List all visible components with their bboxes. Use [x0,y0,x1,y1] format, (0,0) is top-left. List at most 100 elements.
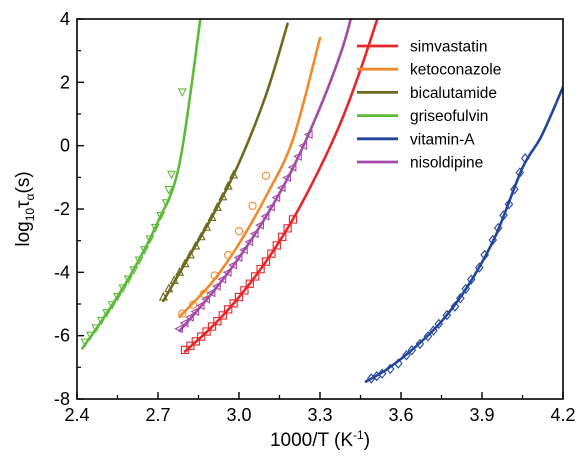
legend-label: bicalutamide [410,85,497,102]
series-nisoldipine [174,19,353,334]
data-point [239,245,248,255]
data-point [450,301,460,312]
series-line [178,36,322,318]
legend-label: simvastatin [410,39,488,56]
data-point [207,322,217,331]
series-griseofulvin [80,19,202,350]
data-point [272,241,281,250]
data-point [402,350,411,361]
y-tick-label: -2 [54,199,70,219]
legend-item: simvastatin [357,39,488,56]
data-point [80,338,90,348]
data-point [190,307,200,317]
data-point [134,256,144,266]
data-point [461,283,471,294]
data-point [255,220,265,230]
y-tick-label: -6 [54,326,70,346]
series-ketoconazole [178,36,322,318]
x-axis: 2.4 2.7 3.0 3.3 3.6 3.9 4.2 [64,392,576,425]
data-point [180,258,190,268]
data-point [224,250,233,260]
data-point [102,309,112,318]
data-point [261,171,271,180]
legend-label: griseofulvin [410,108,488,125]
data-point [480,249,490,261]
data-point [150,223,160,233]
data-point [287,162,297,172]
data-point [245,279,254,288]
data-point [256,265,265,274]
x-tick-label: 4.2 [550,405,575,425]
data-point [466,274,476,285]
data-point [423,331,433,342]
data-point [278,232,287,242]
legend-label: vitamin-A [410,131,475,148]
legend-label: ketoconazole [410,62,501,79]
y-tick-label: -4 [54,262,70,282]
data-point [213,316,222,326]
data-point [175,266,185,276]
series-line [81,19,202,350]
data-point [520,153,530,164]
data-point [456,293,465,304]
legend-item: ketoconazole [357,62,501,79]
data-point [493,222,503,234]
series-vitamin-A [364,85,563,384]
data-point [185,249,195,259]
series-line [183,19,379,353]
data-point [112,292,123,302]
data-point [118,284,128,294]
legend-item: griseofulvin [357,108,488,125]
data-point [288,215,298,224]
legend-item: vitamin-A [357,131,475,148]
series-line [162,22,289,303]
data-point [191,240,201,250]
data-point [123,275,133,285]
data-point [224,305,233,314]
plot-area [80,19,563,384]
data-point [223,180,233,190]
data-point [276,183,286,193]
y-tick-label: 0 [60,136,70,156]
data-point [283,224,292,233]
y-axis: -8 -6 -4 -2 0 2 4 [54,9,84,409]
data-point [139,246,150,255]
data-point [510,184,519,195]
data-point [202,222,212,231]
data-point [415,338,425,350]
data-point [169,275,179,284]
data-point [377,368,387,379]
data-point [233,252,243,262]
data-point [177,88,187,98]
data-point [145,235,155,245]
data-point [179,318,189,328]
data-point [195,301,205,311]
data-point [212,202,222,211]
data-point [504,199,514,210]
data-point [303,130,313,140]
data-point [210,271,219,280]
x-tick-label: 3.9 [469,405,494,425]
data-point [266,202,275,212]
data-point [499,210,508,221]
data-point [191,337,200,346]
data-point [229,169,239,179]
data-point [185,312,194,322]
data-point [234,227,244,236]
data-point [197,332,206,341]
data-point [164,283,174,293]
data-point [282,173,292,183]
x-axis-title: 1000/T (K-1) [270,428,370,451]
data-point [267,249,276,258]
data-point [261,257,271,266]
data-point [240,286,249,295]
data-point [91,324,101,334]
x-tick-label: 2.7 [145,405,170,425]
data-point [129,266,139,276]
data-point [442,309,452,321]
data-point [298,141,308,151]
data-point [429,325,438,336]
data-point [202,327,211,336]
